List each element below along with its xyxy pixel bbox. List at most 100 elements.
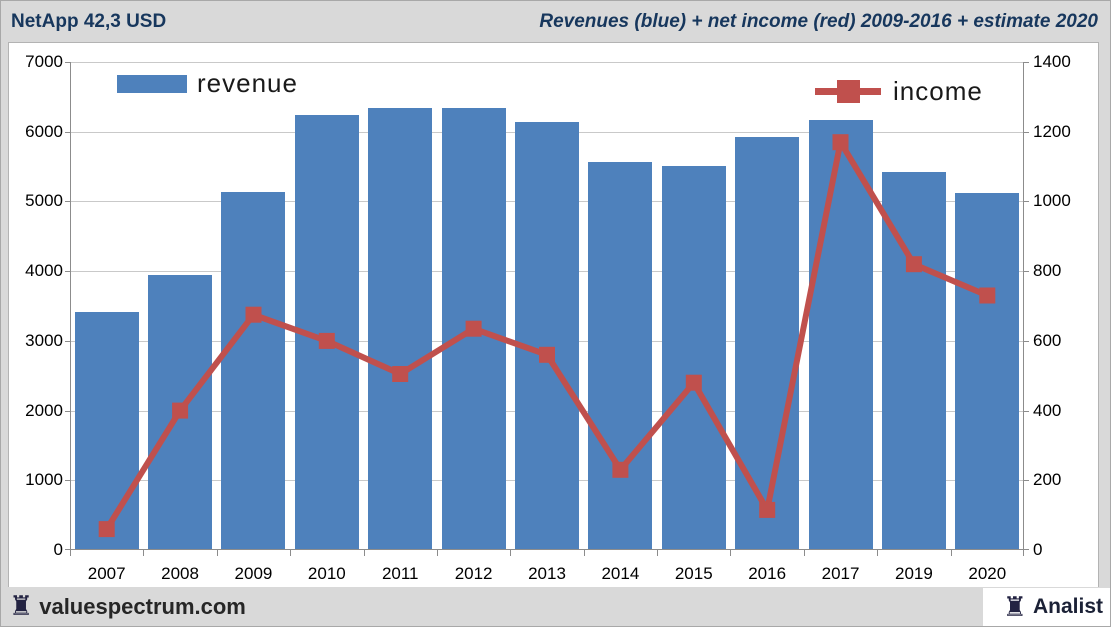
income-point-2009	[245, 306, 262, 323]
line-series-income	[98, 134, 996, 538]
left-axis-label-4000: 4000	[25, 261, 63, 281]
left-axis-label-5000: 5000	[25, 191, 63, 211]
x-axis-label-2020: 2020	[968, 564, 1007, 583]
x-axis-label-2016: 2016	[748, 564, 787, 583]
income-point-2016	[759, 501, 776, 518]
bar-2017	[808, 120, 873, 549]
legend-income-label: income	[893, 76, 983, 106]
x-axis-label-2011: 2011	[381, 564, 419, 583]
x-axis-label-2015: 2015	[674, 564, 713, 583]
left-axis-label-1000: 1000	[25, 470, 63, 490]
bar-2016	[735, 137, 800, 549]
x-axis-label-2008: 2008	[161, 564, 199, 583]
right-axis-label-800: 800	[1033, 261, 1062, 281]
x-tick-7	[583, 550, 585, 556]
x-axis-label-2019: 2019	[895, 564, 933, 583]
right-tick-400	[1024, 410, 1029, 412]
chart-description: Revenues (blue) + net income (red) 2009-…	[539, 10, 1098, 32]
right-axis-label-600: 600	[1033, 330, 1062, 350]
x-tick-11	[877, 550, 879, 556]
footer-bar: ♜ valuespectrum.com ♜ Analist	[1, 587, 1110, 626]
income-point-2020	[979, 287, 996, 304]
left-tick-7000	[65, 62, 70, 63]
right-axis-label-1200: 1200	[1033, 121, 1071, 141]
right-axis-label-0: 0	[1033, 540, 1043, 559]
analist-label: Analist	[1032, 595, 1103, 618]
income-point-2019	[905, 256, 922, 273]
bar-2020	[955, 193, 1020, 549]
left-tick-3000	[65, 340, 70, 342]
chart-area: revenue income 0 1000 2000 3000 4000 5000 6000…	[8, 42, 1099, 589]
income-point-2011	[392, 366, 409, 382]
plot-area: revenue income	[65, 62, 1029, 556]
left-tick-6000	[65, 131, 70, 133]
right-tick-0	[1024, 549, 1029, 550]
income-point-2008	[172, 402, 189, 419]
left-tick-4000	[65, 271, 70, 273]
x-axis-label-2014: 2014	[601, 564, 640, 583]
income-point-2014	[612, 461, 629, 478]
left-axis-label-7000: 7000	[25, 52, 63, 71]
income-point-2010	[318, 332, 335, 349]
rook-icon: ♜	[1002, 591, 1027, 622]
left-axis-label-3000: 3000	[25, 330, 63, 350]
right-tick-800	[1024, 271, 1029, 273]
bar-2011	[368, 108, 433, 549]
x-tick-1	[143, 550, 145, 556]
bar-2007	[74, 312, 139, 549]
bar-2014	[588, 162, 653, 549]
x-tick-8	[657, 550, 659, 556]
income-point-2015	[685, 374, 702, 391]
legend-revenue: revenue	[117, 68, 298, 99]
x-tick-10	[803, 550, 805, 556]
x-tick-6	[510, 550, 512, 556]
x-tick-4	[363, 550, 365, 556]
legend-income: income	[815, 76, 983, 107]
x-axis-label-2013: 2013	[528, 564, 566, 583]
right-tick-200	[1024, 480, 1029, 482]
x-tick-13	[1023, 550, 1024, 556]
rook-icon: ♜	[9, 591, 34, 621]
left-axis-label-2000: 2000	[25, 400, 63, 420]
valuespectrum-brand: ♜ valuespectrum.com	[9, 587, 246, 626]
income-point-2017	[832, 134, 849, 151]
x-axis-label-2017: 2017	[821, 564, 860, 583]
left-tick-5000	[65, 201, 70, 203]
x-tick-9	[730, 550, 732, 556]
left-axis-label-6000: 6000	[25, 121, 63, 141]
valuespectrum-label: valuespectrum.com	[39, 593, 246, 619]
revenue-swatch-icon	[117, 74, 187, 93]
x-tick-5	[436, 550, 438, 556]
income-line-icon	[815, 80, 881, 103]
income-point-2007	[98, 521, 115, 538]
right-axis-label-400: 400	[1033, 400, 1062, 420]
right-axis-label-1000: 1000	[1033, 191, 1071, 211]
right-axis-label-1400: 1400	[1033, 52, 1071, 71]
left-axis-label-0: 0	[53, 540, 63, 559]
income-point-2012	[465, 320, 482, 337]
x-axis-label-2007: 2007	[87, 564, 126, 583]
x-tick-12	[950, 550, 952, 556]
income-marker-icon	[837, 80, 860, 103]
right-tick-1000	[1024, 201, 1029, 203]
left-tick-2000	[65, 410, 70, 412]
stock-title: NetApp 42,3 USD	[11, 10, 167, 32]
gridline-7000	[70, 62, 1024, 63]
bar-2009	[221, 192, 286, 549]
right-axis-line	[1023, 62, 1024, 550]
legend-revenue-label: revenue	[197, 68, 298, 98]
bar-2015	[661, 166, 726, 549]
x-axis-line	[70, 549, 1024, 550]
right-axis-label-200: 200	[1033, 470, 1062, 490]
x-axis-label-2009: 2009	[234, 564, 273, 583]
header-bar: NetApp 42,3 USD Revenues (blue) + net in…	[1, 1, 1110, 42]
x-tick-0	[70, 550, 71, 556]
x-axis-label-2012: 2012	[454, 564, 493, 583]
right-tick-1400	[1024, 62, 1029, 63]
analist-brand: ♜ Analist	[983, 588, 1110, 626]
left-tick-0	[65, 549, 70, 550]
bar-2013	[515, 122, 579, 549]
left-tick-1000	[65, 480, 70, 482]
x-tick-3	[290, 550, 292, 556]
x-axis-label-2010: 2010	[307, 564, 346, 583]
